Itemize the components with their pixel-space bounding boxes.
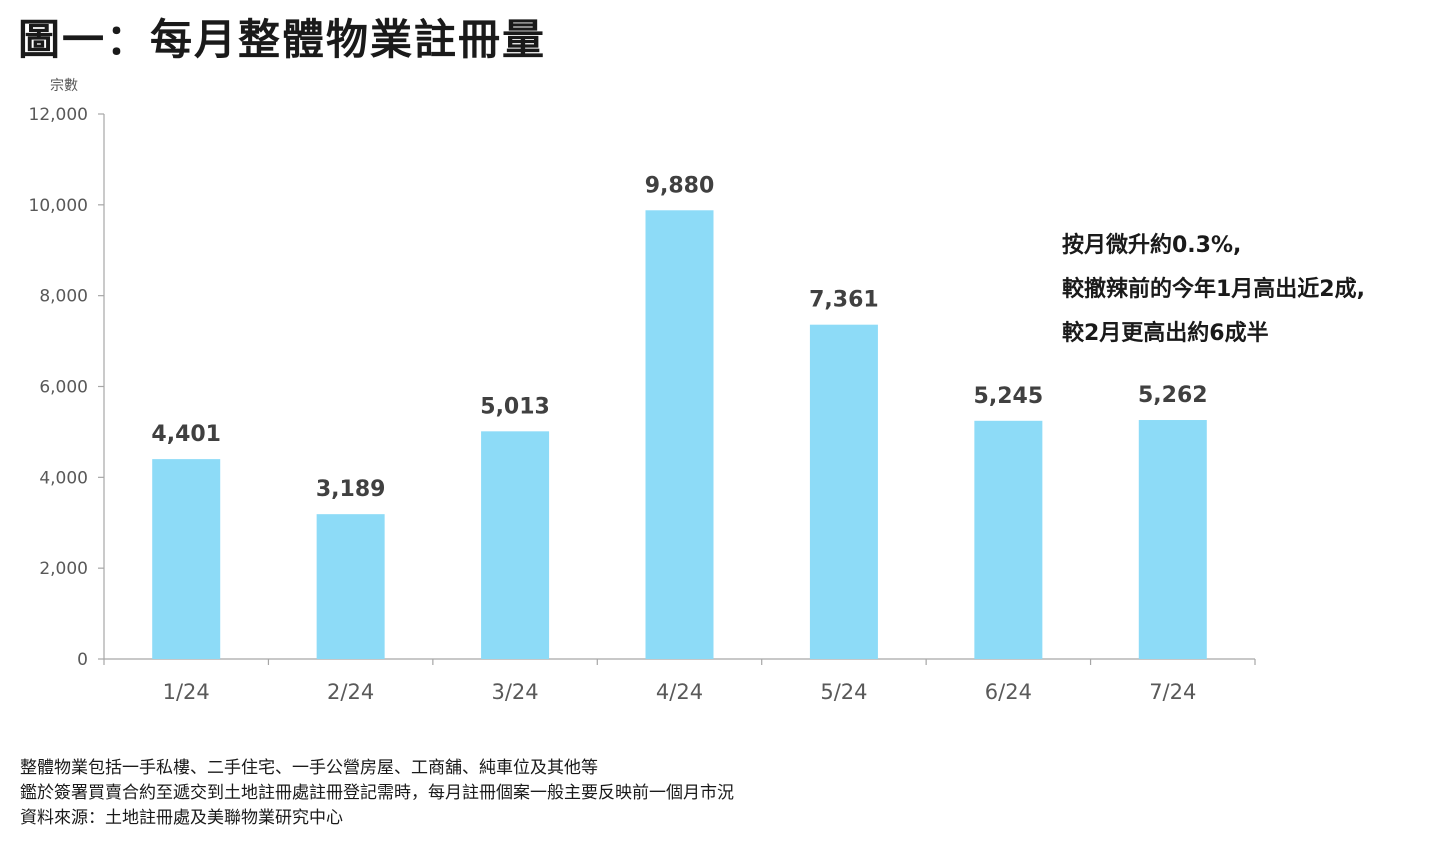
annotation-line: 按月微升約0.3%, bbox=[1062, 233, 1242, 258]
y-tick-label: 0 bbox=[77, 650, 88, 670]
bar-value-label: 9,880 bbox=[645, 173, 715, 198]
footnote: 整體物業包括一手私樓、二手住宅、一手公營房屋、工商舖、純車位及其他等 bbox=[20, 758, 598, 778]
footnote: 鑑於簽署買賣合約至遞交到土地註冊處註冊登記需時，每月註冊個案一般主要反映前一個月… bbox=[20, 783, 734, 803]
bar bbox=[481, 431, 550, 659]
annotation-line: 較撤辣前的今年1月高出近2成, bbox=[1062, 277, 1365, 302]
y-tick-label: 8,000 bbox=[39, 287, 88, 307]
chart-annotation: 按月微升約0.3%, 較撤辣前的今年1月高出近2成, 較2月更高出約6成半 bbox=[1062, 224, 1365, 356]
bar-value-label: 3,189 bbox=[316, 477, 386, 502]
bar bbox=[152, 459, 221, 659]
y-tick-label: 12,000 bbox=[29, 105, 88, 125]
x-tick-label: 6/24 bbox=[985, 680, 1032, 704]
bar bbox=[645, 210, 714, 660]
y-tick-label: 10,000 bbox=[29, 196, 88, 216]
bar-value-label: 5,262 bbox=[1138, 383, 1208, 408]
y-tick-label: 4,000 bbox=[39, 468, 88, 488]
x-tick-label: 3/24 bbox=[491, 680, 538, 704]
y-tick-label: 6,000 bbox=[39, 378, 88, 398]
footnote-source: 資料來源：土地註冊處及美聯物業研究中心 bbox=[20, 808, 343, 828]
bar-value-label: 5,013 bbox=[480, 394, 550, 419]
bar-value-label: 4,401 bbox=[151, 422, 221, 447]
bar bbox=[974, 420, 1043, 659]
y-tick-label: 2,000 bbox=[39, 559, 88, 579]
x-tick-label: 2/24 bbox=[327, 680, 374, 704]
y-axis-title: 宗數 bbox=[50, 78, 78, 94]
bar bbox=[809, 324, 878, 659]
bar bbox=[316, 514, 385, 659]
x-tick-label: 7/24 bbox=[1149, 680, 1196, 704]
x-tick-label: 5/24 bbox=[820, 680, 867, 704]
bar-value-label: 5,245 bbox=[974, 384, 1044, 409]
bar-value-label: 7,361 bbox=[809, 288, 879, 313]
bar bbox=[1138, 420, 1207, 659]
annotation-line: 較2月更高出約6成半 bbox=[1062, 321, 1269, 346]
page-title: 圖一：每月整體物業註冊量 bbox=[18, 15, 547, 64]
footnotes: 整體物業包括一手私樓、二手住宅、一手公營房屋、工商舖、純車位及其他等 鑑於簽署買… bbox=[20, 756, 734, 831]
x-tick-label: 1/24 bbox=[163, 680, 210, 704]
x-tick-label: 4/24 bbox=[656, 680, 703, 704]
